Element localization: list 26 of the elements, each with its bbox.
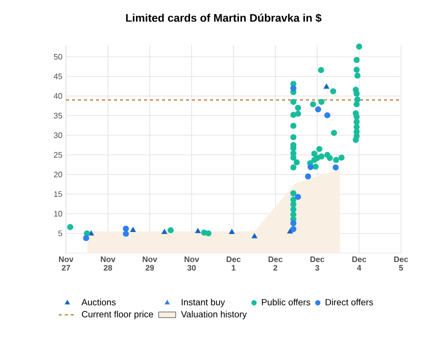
y-tick-label: 25 bbox=[54, 152, 62, 158]
x-tick-label: Nov 30 bbox=[184, 256, 200, 271]
legend-label: Valuation history bbox=[180, 310, 247, 320]
legend-label: Direct offers bbox=[326, 298, 373, 306]
x-tick-label: Nov 27 bbox=[58, 256, 74, 271]
legend-label: Auctions bbox=[81, 298, 116, 306]
x-tick-label: Nov 29 bbox=[142, 256, 158, 271]
y-tick-label: 30 bbox=[54, 132, 62, 138]
x-tick-label: Dec 5 bbox=[394, 256, 408, 271]
legend-label: Public offers bbox=[262, 298, 310, 306]
chart-title: Limited cards of Martin Dúbravka in $ bbox=[126, 14, 322, 22]
y-tick-label: 15 bbox=[54, 191, 62, 197]
x-tick-label: Dec 3 bbox=[310, 256, 324, 271]
legend-label: Current floor price bbox=[82, 310, 154, 320]
x-tick-label: Dec 1 bbox=[226, 256, 241, 271]
x-tick-label: Dec 4 bbox=[352, 256, 366, 271]
x-tick-label: Dec 2 bbox=[268, 256, 282, 271]
y-tick-label: 45 bbox=[54, 74, 62, 80]
y-tick-label: 40 bbox=[54, 93, 62, 99]
y-tick-label: 10 bbox=[54, 210, 62, 217]
y-tick-label: 20 bbox=[54, 172, 62, 178]
y-tick-label: 5 bbox=[58, 230, 62, 236]
y-tick-label: 35 bbox=[54, 112, 62, 118]
y-tick-label: 50 bbox=[54, 54, 62, 60]
legend-label: Instant buy bbox=[182, 298, 225, 308]
x-tick-label: Nov 28 bbox=[100, 256, 116, 271]
